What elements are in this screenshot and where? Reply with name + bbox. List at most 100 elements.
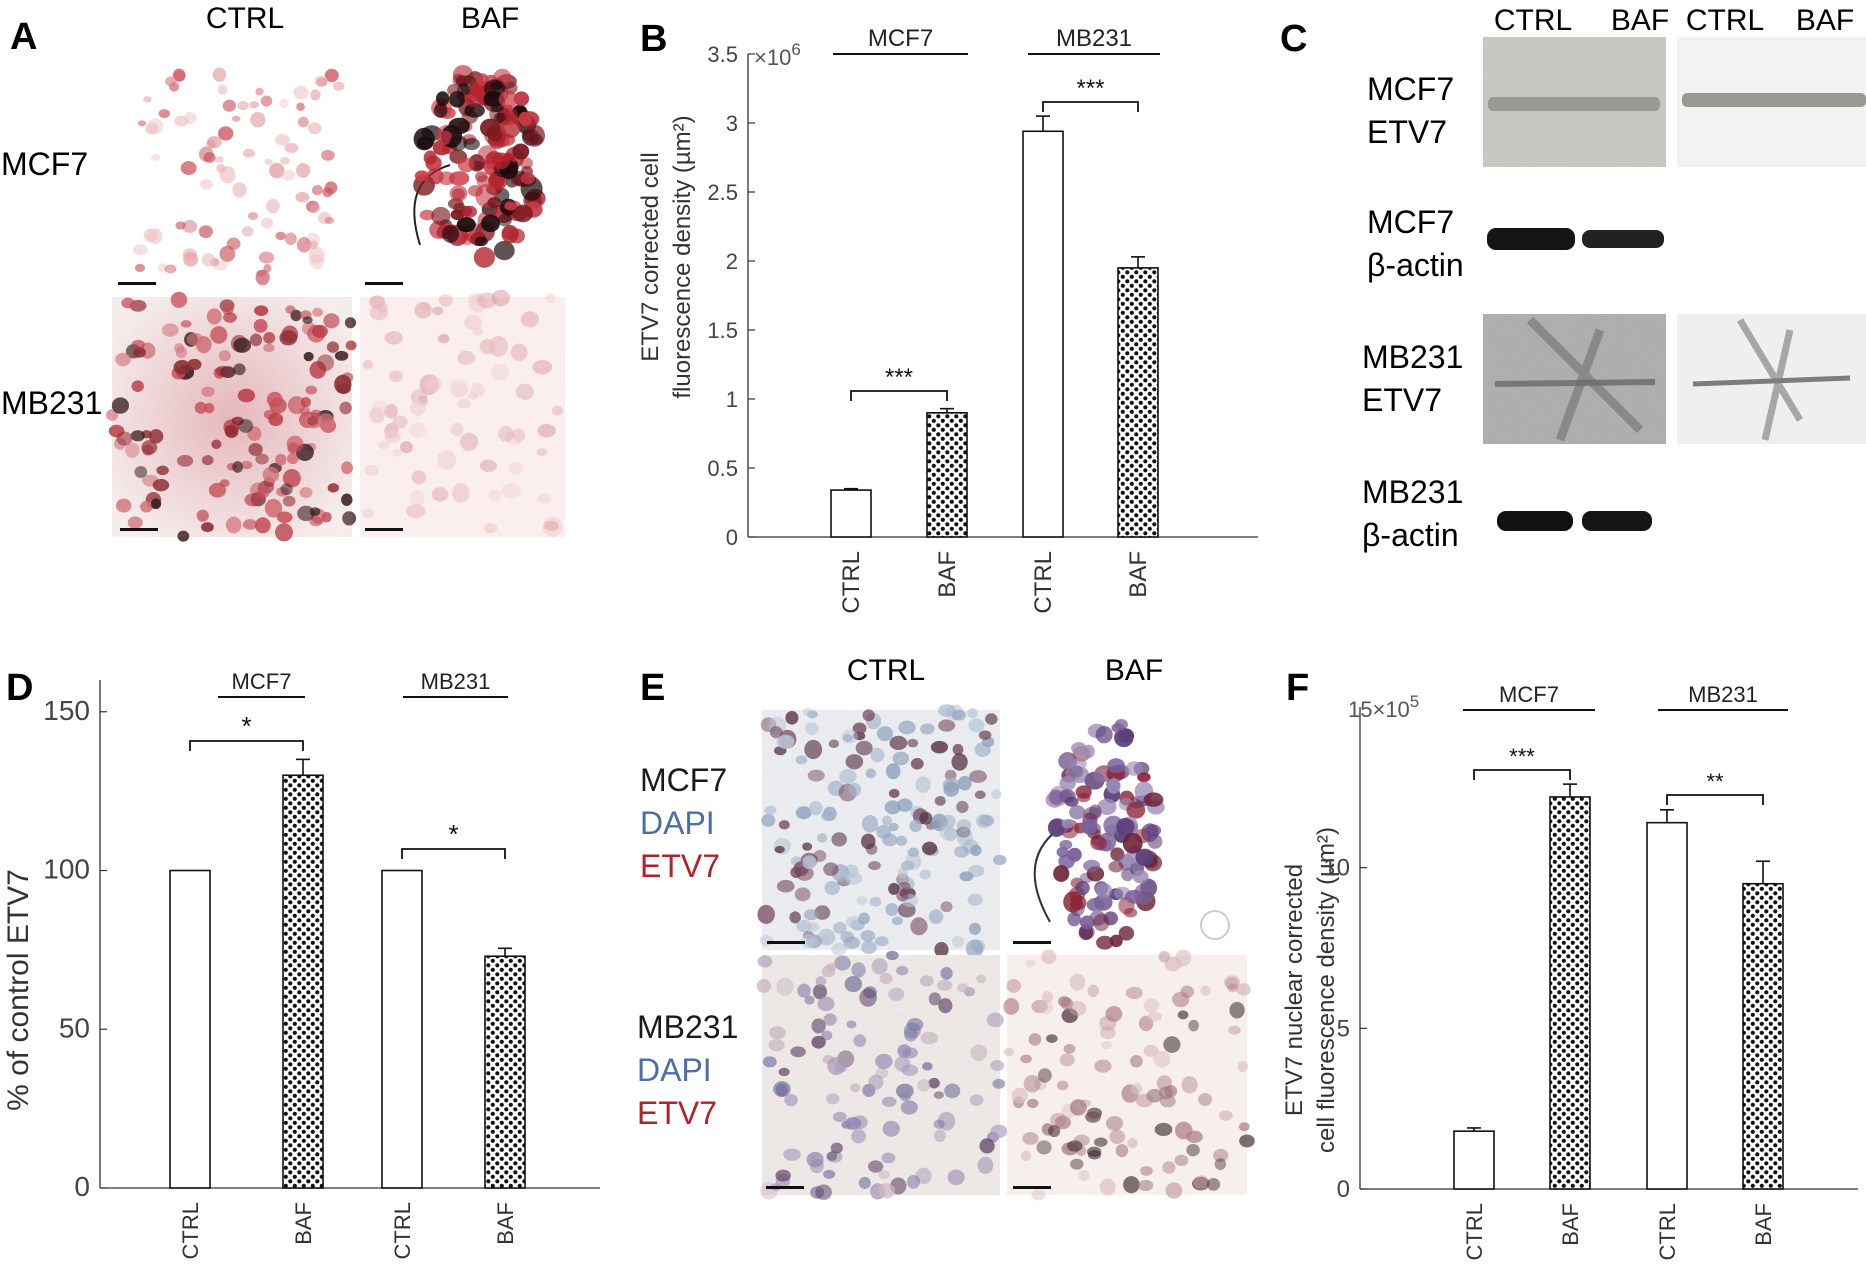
cell [157, 263, 167, 273]
cell [520, 311, 540, 328]
cell [260, 95, 273, 107]
cell [147, 118, 164, 135]
cell [405, 504, 426, 519]
y-tick-label: 1 [726, 387, 738, 412]
cell [1127, 1137, 1138, 1149]
cell [1096, 935, 1114, 950]
cell [1181, 1076, 1198, 1094]
cell [284, 142, 299, 153]
cell [384, 331, 403, 345]
cell [1020, 1150, 1032, 1162]
cell [309, 203, 321, 214]
cell [1145, 824, 1162, 837]
cell [512, 428, 526, 443]
cell [500, 117, 521, 138]
cell [1198, 1093, 1213, 1106]
y-tick-label: 0 [1337, 1176, 1350, 1203]
cell [266, 198, 280, 214]
cell [1140, 1165, 1153, 1176]
cell [1107, 758, 1125, 774]
cell [392, 415, 408, 429]
cell [318, 211, 332, 225]
cell [498, 213, 512, 227]
micrograph-mb231-ctrl [106, 291, 357, 542]
svg-text:fluorescence density (µm²): fluorescence density (µm²) [669, 115, 696, 398]
scale-bar [118, 282, 156, 285]
cell [378, 440, 390, 450]
svg-text:MCF7: MCF7 [1367, 71, 1454, 107]
cell [1135, 848, 1154, 866]
svg-text:ETV7 nuclear corrected: ETV7 nuclear corrected [1281, 864, 1308, 1116]
cell [475, 171, 488, 183]
cell [437, 130, 452, 145]
cell [1003, 1047, 1014, 1057]
cell [269, 162, 285, 179]
cell [132, 244, 148, 256]
y-tick-label: 150 [43, 695, 90, 726]
cell [532, 359, 553, 375]
scale-bar [1013, 941, 1051, 944]
micrograph-e-mcf7-ctrl [757, 704, 1007, 959]
significance-bracket [1666, 794, 1764, 805]
cell [518, 111, 532, 126]
cell [1094, 1137, 1108, 1147]
cell [1229, 1001, 1245, 1019]
cell [158, 109, 171, 119]
cell [183, 111, 197, 125]
micrograph-e-mcf7-baf [1007, 710, 1247, 950]
panel-c: C CTRL BAF CTRL BAF MCF7 ETV7 MCF7 β-act… [1280, 4, 1866, 553]
x-tick-label: CTRL [390, 1202, 415, 1259]
cell [1031, 1189, 1046, 1201]
cell [1090, 836, 1107, 851]
cell [279, 98, 289, 109]
cell [1115, 1144, 1129, 1158]
cell [1080, 818, 1098, 835]
cell [1162, 1161, 1176, 1174]
cell [203, 152, 216, 163]
cell [448, 134, 468, 151]
cell [504, 201, 518, 211]
panel-letter: F [1286, 667, 1309, 709]
cell [1063, 1044, 1076, 1054]
cell [467, 185, 483, 197]
svg-text:ETV7: ETV7 [637, 1095, 717, 1131]
cell [1041, 991, 1054, 1004]
cell [449, 185, 468, 202]
cell [1143, 1044, 1159, 1057]
cell [409, 490, 425, 506]
cell [384, 403, 398, 419]
cell [150, 154, 161, 161]
cell [1214, 1158, 1227, 1171]
cell [437, 333, 450, 344]
panel-letter: E [640, 667, 665, 709]
y-axis-title: % of control ETV7 [2, 869, 35, 1111]
cell [1154, 1122, 1173, 1137]
cell [461, 205, 478, 218]
cell [457, 83, 470, 96]
cell [1105, 1116, 1124, 1131]
cell [1095, 882, 1112, 898]
cell [477, 292, 497, 309]
cell [1132, 869, 1149, 884]
cell [1118, 926, 1135, 941]
svg-text:MB231: MB231 [637, 1009, 738, 1045]
cell [457, 350, 476, 365]
cell [308, 246, 325, 264]
cell [296, 237, 311, 253]
cell [1060, 997, 1074, 1010]
cell [1114, 719, 1128, 731]
cell [206, 139, 216, 149]
cell [1238, 1122, 1250, 1132]
cell [1147, 833, 1163, 849]
cell [436, 450, 457, 470]
cell [217, 84, 228, 95]
column-label: BAF [461, 2, 519, 35]
scale-bar [1013, 1186, 1051, 1189]
cell [1213, 1148, 1229, 1163]
x-tick-label: CTRL [1462, 1203, 1487, 1260]
cell [1192, 1175, 1210, 1190]
cell [504, 107, 518, 121]
cell [1022, 1131, 1039, 1145]
cell [450, 422, 464, 437]
bar-chart-d: 0 50 100 150 CTRL BAF CTRL BAF MCF7 MB231 * * [43, 669, 600, 1259]
